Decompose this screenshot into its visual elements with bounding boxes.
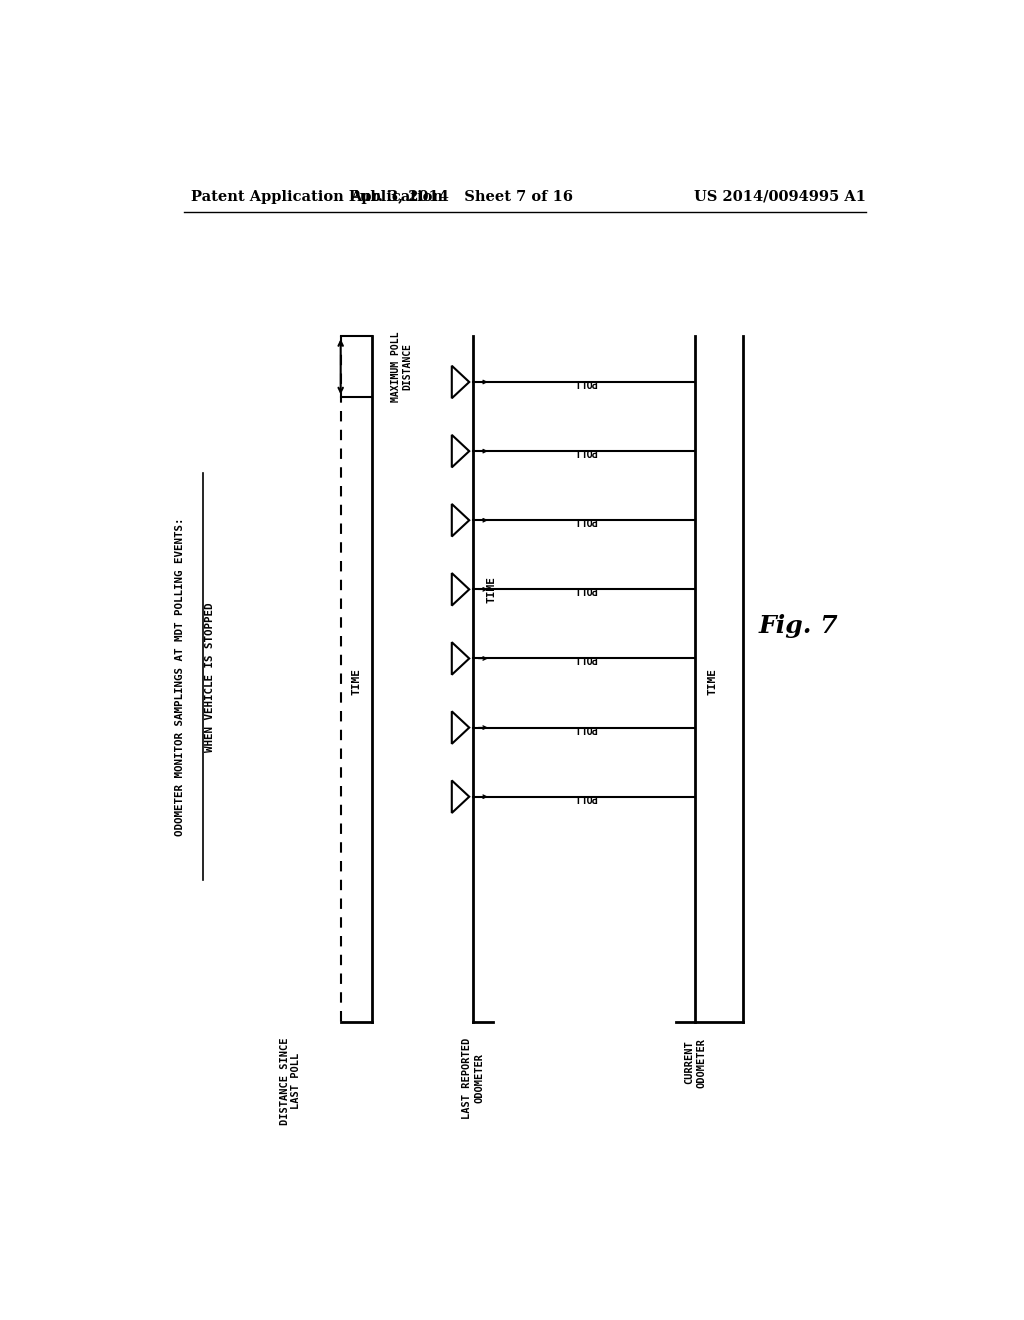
Text: POLL: POLL	[571, 585, 597, 594]
Text: Apr. 3, 2014   Sheet 7 of 16: Apr. 3, 2014 Sheet 7 of 16	[350, 190, 572, 203]
Text: TIME: TIME	[351, 668, 361, 696]
Text: TIME: TIME	[486, 576, 497, 603]
Text: Fig. 7: Fig. 7	[759, 614, 839, 638]
Text: MAXIMUM POLL
DISTANCE: MAXIMUM POLL DISTANCE	[391, 331, 413, 403]
Text: DISTANCE SINCE
LAST POLL: DISTANCE SINCE LAST POLL	[280, 1038, 301, 1125]
Text: POLL: POLL	[571, 722, 597, 733]
Text: ODOMETER MONITOR SAMPLINGS AT MDT POLLING EVENTS:: ODOMETER MONITOR SAMPLINGS AT MDT POLLIN…	[174, 517, 184, 836]
Text: TIME: TIME	[708, 668, 718, 696]
Text: POLL: POLL	[571, 653, 597, 664]
Text: US 2014/0094995 A1: US 2014/0094995 A1	[694, 190, 866, 203]
Text: CURRENT
ODOMETER: CURRENT ODOMETER	[685, 1038, 707, 1088]
Text: LAST REPORTED
ODOMETER: LAST REPORTED ODOMETER	[463, 1038, 484, 1119]
Text: POLL: POLL	[571, 378, 597, 387]
Text: POLL: POLL	[571, 446, 597, 457]
Text: Patent Application Publication: Patent Application Publication	[191, 190, 443, 203]
Text: POLL: POLL	[571, 515, 597, 525]
Text: WHEN VEHICLE IS STOPPED: WHEN VEHICLE IS STOPPED	[205, 602, 215, 751]
Text: POLL: POLL	[571, 792, 597, 801]
